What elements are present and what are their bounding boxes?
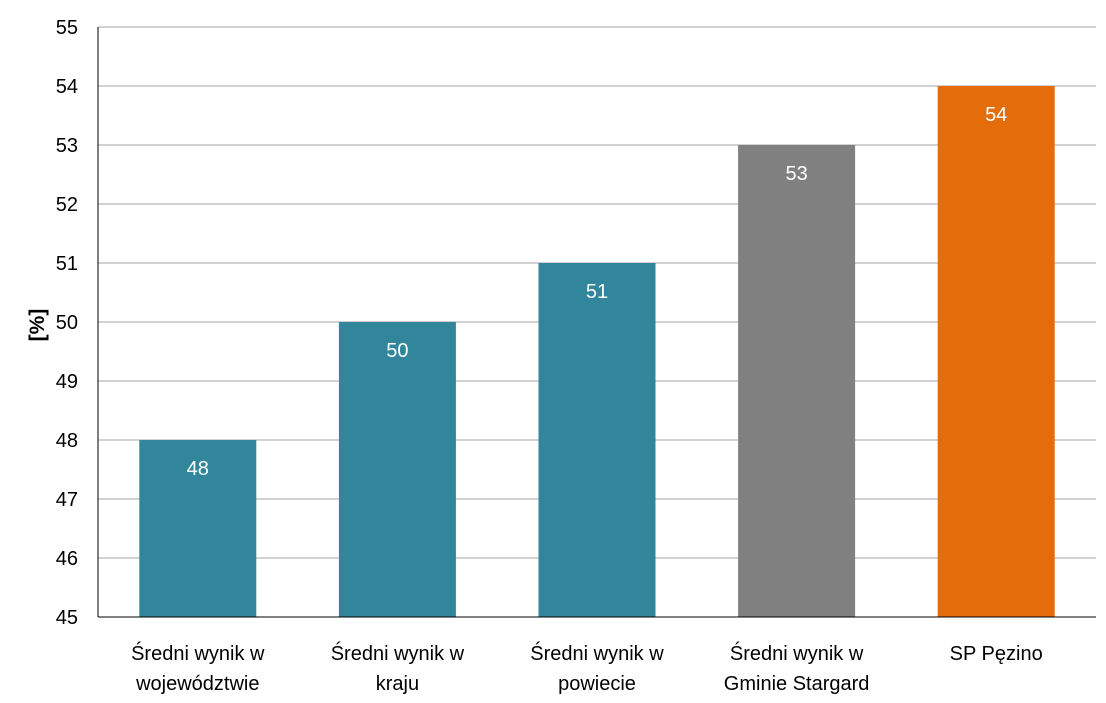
- bar: [937, 86, 1055, 617]
- x-tick-label: Gminie Stargard: [724, 673, 870, 695]
- data-label: 53: [785, 163, 807, 185]
- y-tick-labels: 45 46 47 48 49 50 51 52 53 54 55: [56, 17, 78, 629]
- x-tick-labels: Średni wynik w województwie Średni wynik w…: [131, 641, 1043, 695]
- x-tick-label: Średni wynik w: [331, 641, 465, 665]
- axes: [97, 27, 1096, 618]
- bar: [338, 322, 456, 617]
- x-tick-label: Średni wynik w: [131, 641, 265, 665]
- data-label: 54: [985, 104, 1007, 126]
- y-tick-label: 54: [56, 76, 78, 98]
- x-tick-label: Średni wynik w: [730, 641, 864, 665]
- y-tick-label: 48: [56, 430, 78, 452]
- x-tick-label: województwie: [135, 673, 259, 695]
- x-tick-label: kraju: [376, 673, 419, 695]
- y-tick-label: 47: [56, 489, 78, 511]
- y-tick-label: 55: [56, 17, 78, 39]
- data-labels: 48 50 51 53 54: [187, 104, 1008, 480]
- y-tick-label: 50: [56, 312, 78, 334]
- bar: [738, 145, 856, 617]
- data-label: 51: [586, 281, 608, 303]
- x-tick-label: SP Pęzino: [950, 643, 1043, 665]
- bar: [139, 440, 257, 617]
- y-tick-label: 51: [56, 253, 78, 275]
- bars: [139, 86, 1055, 617]
- bar: [538, 263, 656, 617]
- y-tick-label: 53: [56, 135, 78, 157]
- y-tick-label: 45: [56, 607, 78, 629]
- x-tick-label: Średni wynik w: [530, 641, 664, 665]
- y-axis-title: [%]: [26, 309, 49, 342]
- data-label: 50: [386, 340, 408, 362]
- y-tick-label: 52: [56, 194, 78, 216]
- data-label: 48: [187, 458, 209, 480]
- y-tick-label: 46: [56, 548, 78, 570]
- y-tick-label: 49: [56, 371, 78, 393]
- x-tick-label: powiecie: [558, 673, 636, 695]
